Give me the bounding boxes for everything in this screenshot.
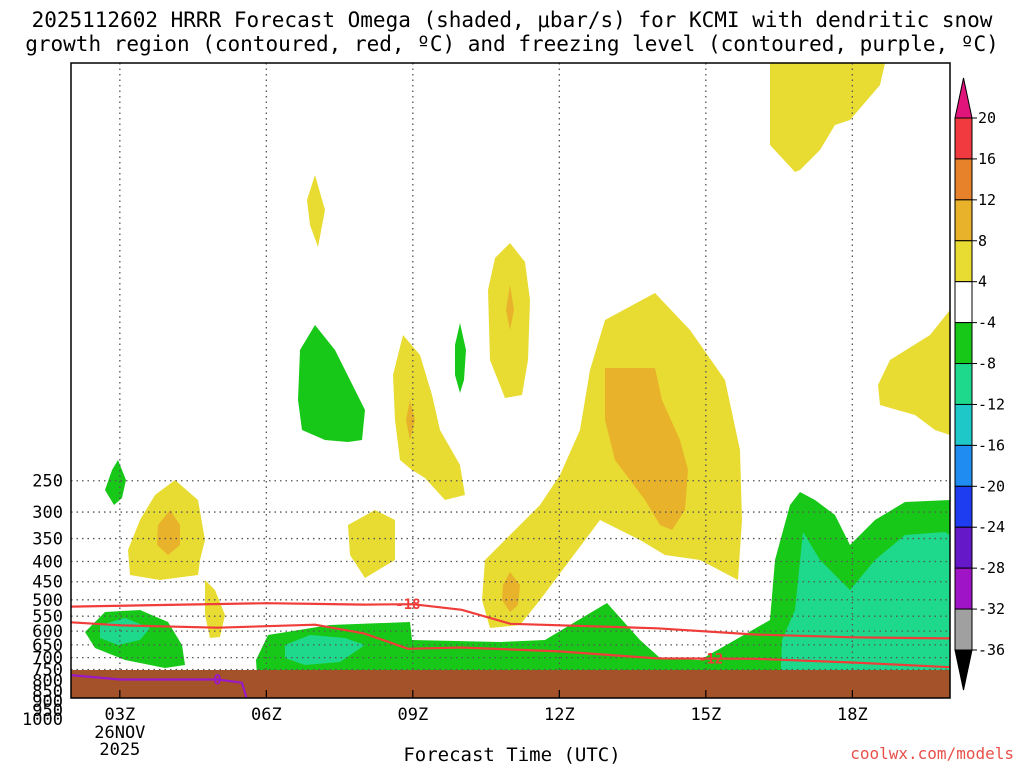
colorbar-swatch bbox=[954, 322, 973, 365]
y-tick-label: 1000 bbox=[22, 710, 63, 730]
colorbar-label: -4 bbox=[978, 314, 996, 332]
y-tick-label: 300 bbox=[32, 503, 63, 523]
omega-region bbox=[298, 325, 365, 442]
colorbar-label: 12 bbox=[978, 191, 996, 209]
y-tick-label: 250 bbox=[32, 472, 63, 492]
omega-region bbox=[157, 510, 180, 555]
y-tick-label: 350 bbox=[32, 530, 63, 550]
colorbar-swatch bbox=[954, 199, 973, 242]
omega-region bbox=[455, 323, 466, 393]
colorbar-swatch bbox=[954, 608, 973, 651]
y-tick-label: 700 bbox=[32, 649, 63, 669]
colorbar-swatch bbox=[954, 567, 973, 610]
contour-line bbox=[71, 621, 950, 669]
omega-region bbox=[605, 368, 688, 530]
plot-frame bbox=[70, 62, 951, 699]
y-tick-label: 400 bbox=[32, 552, 63, 572]
colorbar-label: 16 bbox=[978, 150, 996, 168]
colorbar-label: -24 bbox=[978, 518, 1005, 536]
colorbar-label: 20 bbox=[978, 109, 996, 127]
colorbar-swatch bbox=[954, 526, 973, 569]
x-tick-label: 06Z bbox=[251, 705, 282, 725]
x-tick-label: 18Z bbox=[837, 705, 868, 725]
y-tick-label: 500 bbox=[32, 591, 63, 611]
omega-region bbox=[285, 635, 365, 665]
colorbar-label: -36 bbox=[978, 641, 1005, 659]
contour-line bbox=[71, 674, 250, 698]
contour-line bbox=[71, 602, 950, 640]
title-line-2: growth region (contoured, red, ºC) and f… bbox=[25, 32, 999, 56]
y-tick-label: 900 bbox=[32, 692, 63, 712]
omega-region bbox=[393, 335, 465, 500]
contour-layer: -18 -12 0 0 0 bbox=[71, 597, 950, 723]
credit-link[interactable]: coolwx.com/models bbox=[850, 744, 1014, 763]
omega-region bbox=[780, 532, 950, 690]
colorbar-swatch bbox=[954, 281, 973, 324]
omega-region bbox=[256, 492, 950, 690]
colorbar-label: -12 bbox=[978, 395, 1005, 413]
x-tick-label: 15Z bbox=[690, 705, 721, 725]
y-tick-label: 650 bbox=[32, 636, 63, 656]
y-tick-label: 450 bbox=[32, 573, 63, 593]
colorbar-swatch bbox=[954, 158, 973, 201]
omega-region bbox=[878, 310, 950, 435]
colorbar-swatch bbox=[954, 403, 973, 446]
colorbar-swatch bbox=[954, 444, 973, 487]
x-axis-label: Forecast Time (UTC) bbox=[403, 744, 621, 766]
y-tick-label: 600 bbox=[32, 622, 63, 642]
omega-region bbox=[205, 580, 225, 638]
omega-region bbox=[307, 175, 325, 247]
contour-label: 0 bbox=[799, 707, 807, 723]
y-axis: 250 300 3504004505005506006507007508008509… bbox=[22, 472, 63, 730]
x-tick-label: 09Z bbox=[397, 705, 428, 725]
title-line-1: 2025112602 HRRR Forecast Omega (shaded, … bbox=[31, 8, 993, 32]
colorbar-swatch bbox=[954, 240, 973, 283]
colorbar-label: 4 bbox=[978, 273, 987, 291]
contour-label: 0 bbox=[457, 705, 465, 721]
colorbar-label: -16 bbox=[978, 436, 1005, 454]
colorbar-label: -8 bbox=[978, 355, 996, 373]
contour-label: -12 bbox=[698, 652, 723, 668]
ground-band bbox=[71, 670, 950, 698]
omega-region bbox=[105, 460, 126, 505]
x-tick-sublabel: 2025 bbox=[99, 740, 140, 760]
omega-shading bbox=[85, 63, 950, 690]
omega-region bbox=[482, 293, 742, 628]
colorbar-label: -20 bbox=[978, 477, 1005, 495]
x-tick-label: 12Z bbox=[544, 705, 575, 725]
colorbar-label: -28 bbox=[978, 559, 1005, 577]
chart-title: 2025112602 HRRR Forecast Omega (shaded, … bbox=[0, 8, 1024, 56]
omega-region bbox=[770, 63, 885, 172]
x-tick-sublabel: 26NOV bbox=[94, 723, 145, 743]
omega-region bbox=[406, 400, 415, 440]
y-tick-label: 850 bbox=[32, 682, 63, 702]
colorbar-label: -32 bbox=[978, 600, 1005, 618]
contour-label: 0 bbox=[213, 672, 221, 688]
grid bbox=[71, 63, 950, 698]
omega-region bbox=[348, 510, 395, 578]
y-tick-label: 800 bbox=[32, 672, 63, 692]
y-tick-label: 550 bbox=[32, 607, 63, 627]
colorbar-swatch bbox=[954, 117, 973, 160]
colorbar: 20 16 12 8 4 -4 -8 -12 -16 -20 -24 -28 -32 -36 bbox=[954, 77, 1005, 691]
y-tick-label: 950 bbox=[32, 701, 63, 721]
contour-label: -18 bbox=[395, 597, 420, 613]
y-tick-label: 750 bbox=[32, 660, 63, 680]
x-tick-label: 03Z bbox=[104, 705, 135, 725]
colorbar-swatch bbox=[954, 485, 973, 528]
colorbar-label: 8 bbox=[978, 232, 987, 250]
colorbar-swatch bbox=[954, 363, 973, 405]
colorbar-top-arrow bbox=[954, 77, 973, 119]
omega-region bbox=[506, 285, 514, 330]
colorbar-bottom-arrow bbox=[954, 649, 973, 691]
